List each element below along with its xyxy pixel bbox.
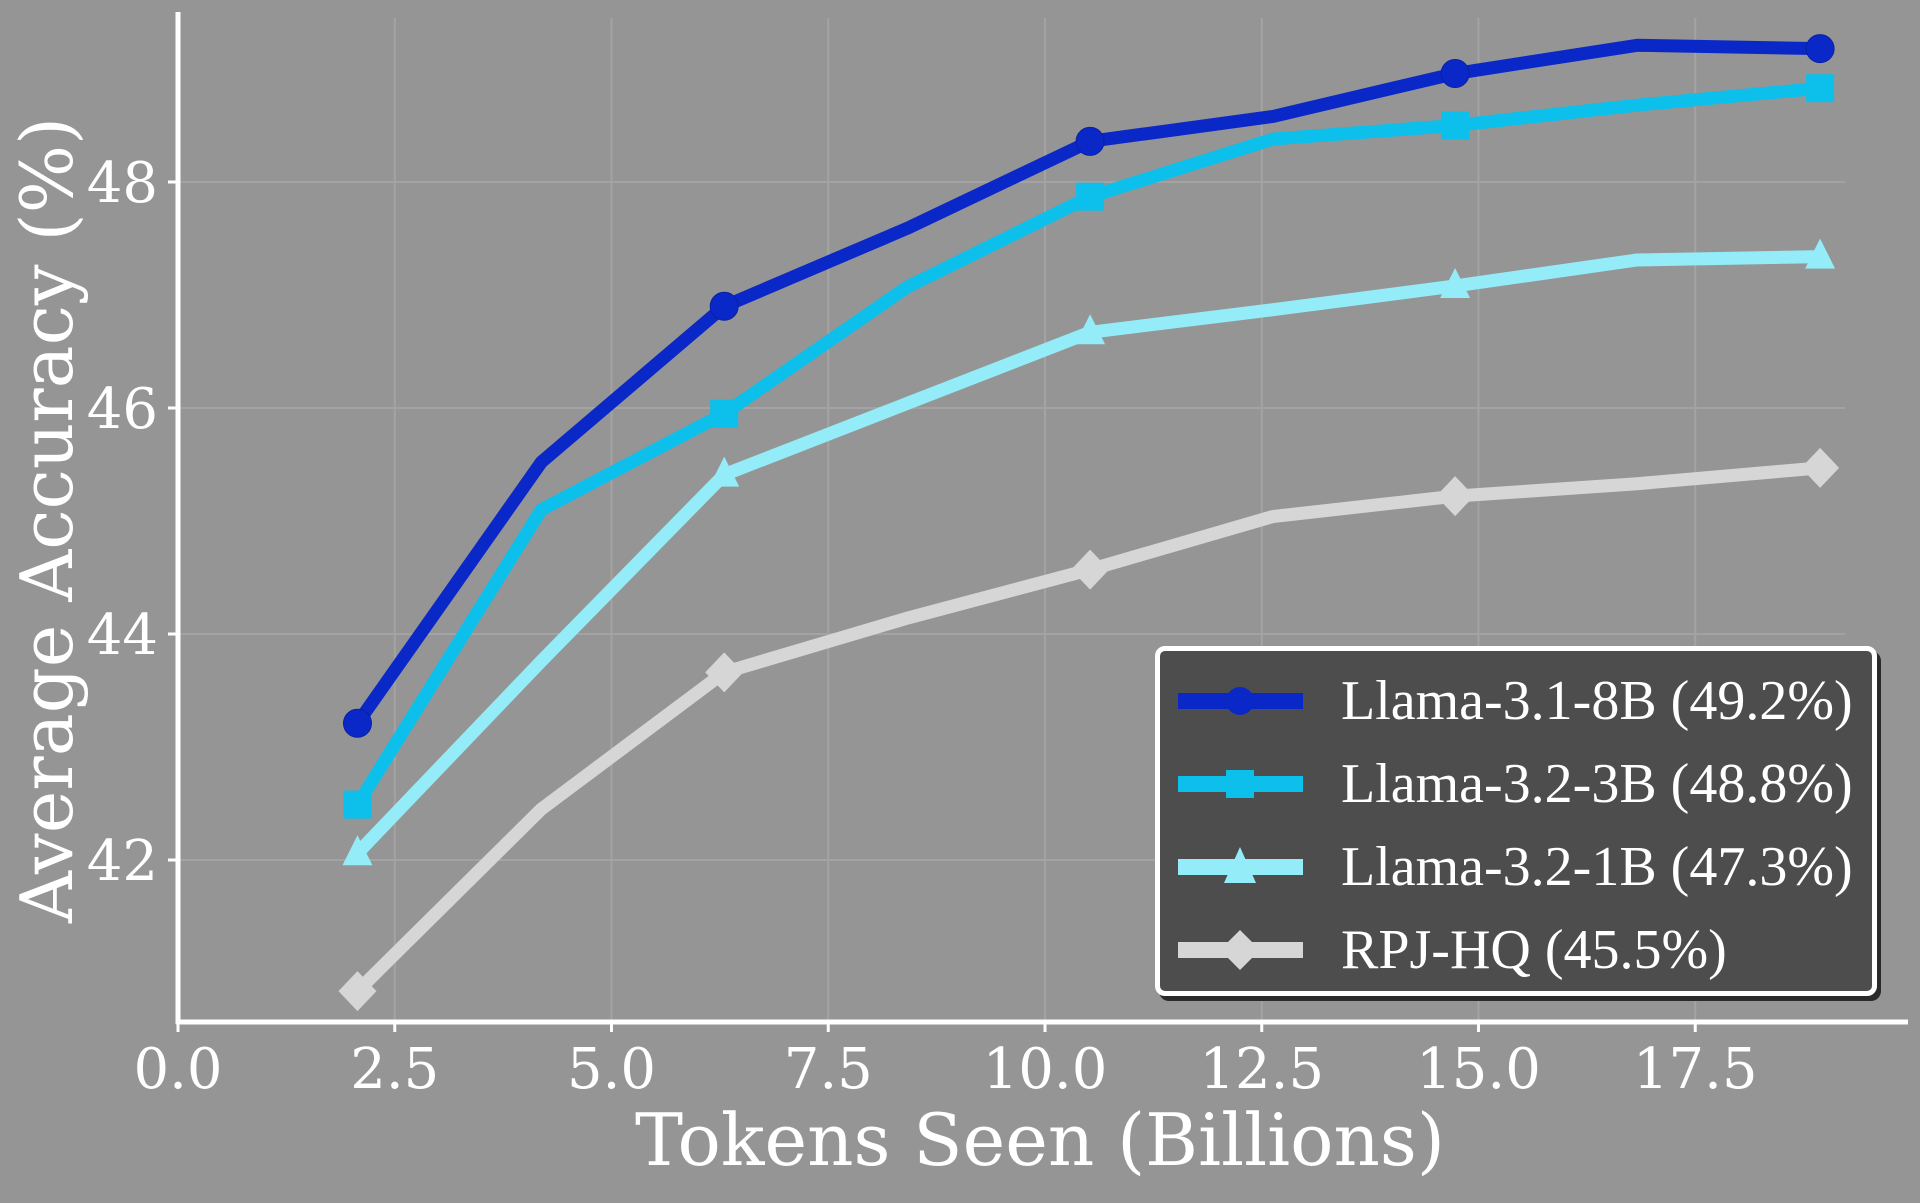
- triangle-marker-icon: [709, 456, 740, 487]
- x-tick-label: 0.0: [133, 1037, 222, 1102]
- x-tick-label: 17.5: [1633, 1037, 1758, 1102]
- diamond-marker-icon: [1436, 476, 1475, 517]
- x-tick-label: 2.5: [350, 1037, 439, 1102]
- circle-marker-icon: [709, 291, 739, 321]
- diamond-marker-icon: [1178, 930, 1303, 970]
- legend-label: Llama-3.1-8B (49.2%): [1341, 670, 1853, 732]
- triangle-marker-icon: [342, 835, 373, 866]
- series-diamond: [338, 447, 1840, 1012]
- diamond-marker-icon: [1071, 549, 1110, 590]
- legend-item-llama-3-1-8b: Llama-3.1-8B (49.2%): [1178, 661, 1853, 741]
- x-tick-label: 15.0: [1416, 1037, 1541, 1102]
- square-marker-icon: [1076, 182, 1105, 211]
- y-axis-label: Average Accuracy (%): [5, 117, 89, 924]
- triangle-marker-icon: [1075, 314, 1106, 345]
- square-marker-icon: [343, 790, 372, 819]
- legend: Llama-3.1-8B (49.2%) Llama-3.2-3B (48.8%…: [1155, 646, 1877, 996]
- legend-item-llama-3-2-3b: Llama-3.2-3B (48.8%): [1178, 744, 1853, 824]
- square-marker-icon: [1806, 74, 1835, 103]
- legend-label: Llama-3.2-1B (47.3%): [1341, 836, 1853, 898]
- y-tick-label: 46: [87, 377, 158, 442]
- circle-marker-icon: [342, 708, 372, 738]
- series-circle: [342, 34, 1835, 738]
- diamond-marker-icon: [1801, 447, 1840, 488]
- y-tick-label: 44: [87, 603, 158, 668]
- triangle-marker-icon: [1805, 238, 1836, 269]
- series-lines: [338, 34, 1840, 1012]
- y-axis-ticks: 42 44 46 48: [87, 151, 178, 894]
- square-marker-icon: [1441, 111, 1470, 140]
- circle-marker-icon: [1075, 126, 1105, 156]
- diamond-marker-icon: [338, 971, 377, 1012]
- legend-label: RPJ-HQ (45.5%): [1341, 919, 1727, 981]
- x-tick-label: 7.5: [784, 1037, 873, 1102]
- x-tick-label: 5.0: [567, 1037, 656, 1102]
- x-tick-label: 12.5: [1199, 1037, 1324, 1102]
- square-marker-icon: [1178, 770, 1303, 798]
- x-axis-label: Tokens Seen (Billions): [635, 1098, 1445, 1182]
- legend-item-rpj-hq: RPJ-HQ (45.5%): [1178, 910, 1727, 990]
- circle-marker-icon: [1805, 34, 1835, 64]
- triangle-marker-icon: [1440, 267, 1471, 298]
- triangle-marker-icon: [1178, 847, 1303, 883]
- diamond-marker-icon: [705, 652, 744, 693]
- circle-marker-icon: [1178, 687, 1303, 715]
- x-axis-ticks: 0.0 2.5 5.0 7.5 10.0 12.5 15.0 17.5: [133, 1022, 1758, 1102]
- series-triangle: [342, 238, 1836, 866]
- legend-label: Llama-3.2-3B (48.8%): [1341, 753, 1853, 815]
- square-marker-icon: [710, 399, 739, 428]
- y-tick-label: 48: [87, 151, 158, 216]
- legend-item-llama-3-2-1b: Llama-3.2-1B (47.3%): [1178, 827, 1853, 907]
- y-tick-label: 42: [87, 829, 158, 894]
- series-square: [343, 74, 1835, 819]
- circle-marker-icon: [1440, 59, 1470, 89]
- x-tick-label: 10.0: [983, 1037, 1108, 1102]
